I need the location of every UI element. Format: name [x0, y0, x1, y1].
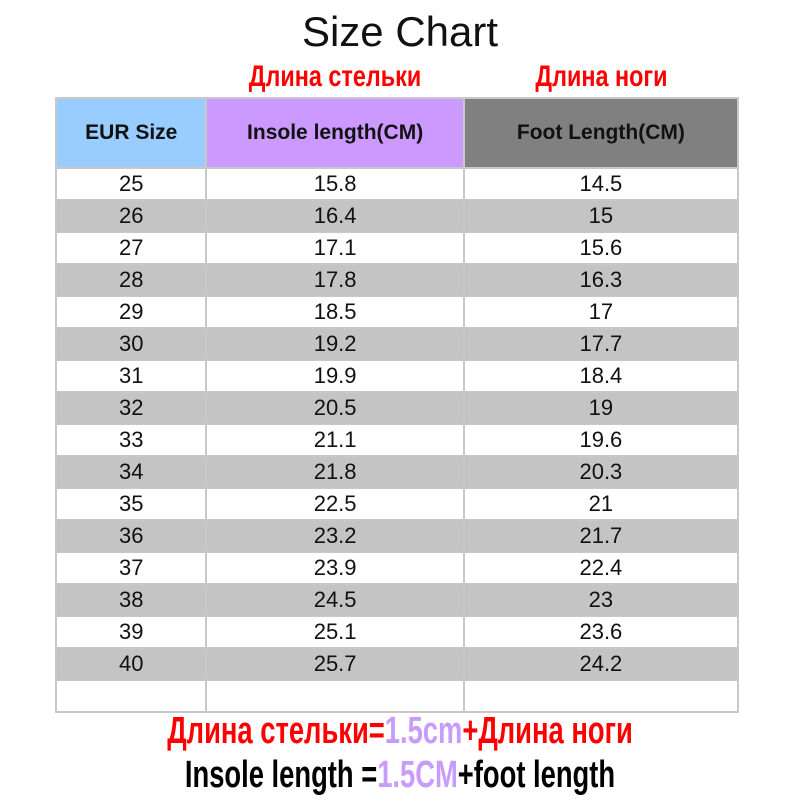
foot-length-cell: 14.5 — [462, 167, 740, 201]
formula-ru: Длина стельки=1.5cm+Длина ноги — [112, 710, 688, 753]
insole-length-cell — [205, 679, 465, 713]
insole-length-cell: 23.2 — [205, 519, 465, 553]
table-row — [54, 679, 740, 713]
insole-length-cell: 17.1 — [205, 231, 465, 265]
insole-length-cell: 16.4 — [205, 199, 465, 233]
foot-length-cell: 23 — [462, 583, 740, 617]
table-row: 36 23.2 21.7 — [54, 519, 740, 553]
table-row: 31 19.9 18.4 — [54, 359, 740, 393]
foot-length-cell: 16.3 — [462, 263, 740, 297]
header-foot-length: Foot Length(CM) — [462, 97, 740, 169]
insole-length-cell: 18.5 — [205, 295, 465, 329]
insole-length-cell: 17.8 — [205, 263, 465, 297]
formula-en: Insole length =1.5CM+foot length — [112, 754, 688, 797]
insole-length-cell: 25.7 — [205, 647, 465, 681]
table-row: 37 23.9 22.4 — [54, 551, 740, 585]
eur-size-cell: 38 — [54, 583, 208, 617]
formula-en-part: +foot length — [457, 754, 616, 796]
table-row: 27 17.1 15.6 — [54, 231, 740, 265]
table-row: 38 24.5 23 — [54, 583, 740, 617]
foot-length-cell — [462, 679, 740, 713]
formula-ru-value: 1.5cm — [384, 710, 463, 752]
page-title: Size Chart — [301, 8, 499, 55]
foot-length-cell: 24.2 — [462, 647, 740, 681]
insole-length-cell: 20.5 — [205, 391, 465, 425]
eur-size-cell: 36 — [54, 519, 208, 553]
foot-length-cell: 15.6 — [462, 231, 740, 265]
foot-length-cell: 23.6 — [462, 615, 740, 649]
table-row: 29 18.5 17 — [54, 295, 740, 329]
table-row: 32 20.5 19 — [54, 391, 740, 425]
insole-length-cell: 21.1 — [205, 423, 465, 457]
foot-length-cell: 19 — [462, 391, 740, 425]
insole-length-cell: 15.8 — [205, 167, 465, 201]
eur-size-cell: 40 — [54, 647, 208, 681]
insole-length-cell: 21.8 — [205, 455, 465, 489]
insole-length-cell: 19.9 — [205, 359, 465, 393]
eur-size-cell: 25 — [54, 167, 208, 201]
table-row: 33 21.1 19.6 — [54, 423, 740, 457]
foot-length-cell: 22.4 — [462, 551, 740, 585]
table-row: 40 25.7 24.2 — [54, 647, 740, 681]
eur-size-cell — [54, 679, 208, 713]
insole-label-ru: Длина стельки — [248, 60, 422, 93]
table-row: 25 15.8 14.5 — [54, 167, 740, 201]
insole-length-cell: 22.5 — [205, 487, 465, 521]
size-table: EUR Size Insole length(CM) Foot Length(C… — [54, 97, 740, 713]
table-row: 39 25.1 23.6 — [54, 615, 740, 649]
eur-size-cell: 35 — [54, 487, 208, 521]
eur-size-cell: 34 — [54, 455, 208, 489]
insole-length-cell: 25.1 — [205, 615, 465, 649]
eur-size-cell: 27 — [54, 231, 208, 265]
table-row: 35 22.5 21 — [54, 487, 740, 521]
insole-length-cell: 23.9 — [205, 551, 465, 585]
header-eur-size: EUR Size — [54, 97, 208, 169]
eur-size-cell: 28 — [54, 263, 208, 297]
table-row: 34 21.8 20.3 — [54, 455, 740, 489]
insole-length-cell: 19.2 — [205, 327, 465, 361]
formula-ru-part: +Длина ноги — [462, 710, 633, 752]
eur-size-cell: 30 — [54, 327, 208, 361]
foot-length-cell: 17.7 — [462, 327, 740, 361]
foot-length-cell: 17 — [462, 295, 740, 329]
table-row: 30 19.2 17.7 — [54, 327, 740, 361]
table-row: 26 16.4 15 — [54, 199, 740, 233]
foot-length-cell: 21.7 — [462, 519, 740, 553]
foot-length-cell: 21 — [462, 487, 740, 521]
eur-size-cell: 32 — [54, 391, 208, 425]
foot-length-cell: 19.6 — [462, 423, 740, 457]
table-row: 28 17.8 16.3 — [54, 263, 740, 297]
eur-size-cell: 31 — [54, 359, 208, 393]
foot-length-cell: 20.3 — [462, 455, 740, 489]
eur-size-cell: 29 — [54, 295, 208, 329]
foot-label-ru: Длина ноги — [535, 60, 668, 93]
eur-size-cell: 33 — [54, 423, 208, 457]
eur-size-cell: 37 — [54, 551, 208, 585]
formula-ru-part: Длина стельки= — [167, 710, 385, 752]
foot-length-cell: 15 — [462, 199, 740, 233]
eur-size-cell: 26 — [54, 199, 208, 233]
insole-length-cell: 24.5 — [205, 583, 465, 617]
formula-en-value: 1.5CM — [377, 754, 458, 796]
foot-length-cell: 18.4 — [462, 359, 740, 393]
formula-en-part: Insole length = — [184, 754, 378, 796]
eur-size-cell: 39 — [54, 615, 208, 649]
header-insole-length: Insole length(CM) — [205, 97, 465, 169]
